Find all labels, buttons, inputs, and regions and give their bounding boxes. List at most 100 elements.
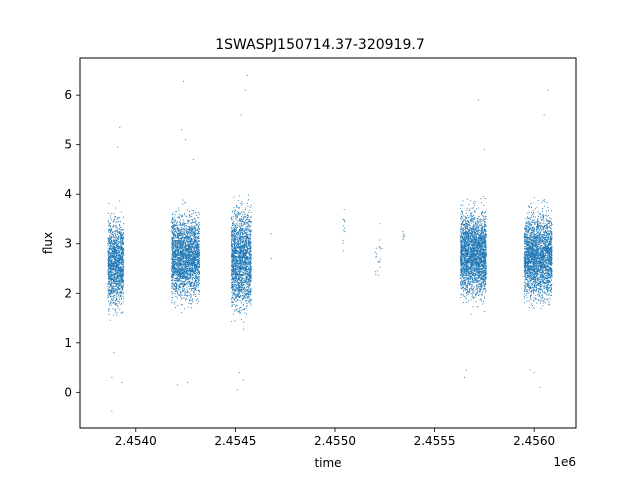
data-point xyxy=(191,229,193,231)
data-point xyxy=(123,249,125,251)
data-point xyxy=(179,246,181,248)
data-point xyxy=(184,292,186,294)
data-point xyxy=(121,243,123,245)
data-point xyxy=(186,245,188,247)
data-point xyxy=(187,221,189,223)
data-point xyxy=(194,248,196,251)
data-point xyxy=(121,299,123,301)
data-point xyxy=(172,278,174,281)
data-point xyxy=(114,279,116,281)
data-point xyxy=(174,220,176,222)
chart-title: 1SWASPJ150714.37-320919.7 xyxy=(215,37,424,53)
data-point xyxy=(195,283,198,285)
data-point xyxy=(198,266,200,268)
data-point xyxy=(108,252,110,254)
data-point xyxy=(187,233,189,235)
data-point xyxy=(185,222,187,224)
data-point xyxy=(109,302,111,304)
data-point xyxy=(177,268,179,270)
data-point xyxy=(107,220,109,222)
data-point xyxy=(112,246,114,248)
data-point xyxy=(109,237,112,239)
data-point xyxy=(118,251,120,253)
data-point xyxy=(183,262,185,264)
data-point xyxy=(187,243,189,245)
data-point xyxy=(108,287,110,289)
data-point xyxy=(116,289,118,291)
data-point xyxy=(118,242,120,244)
data-point xyxy=(117,265,119,267)
data-point xyxy=(231,210,233,212)
data-point xyxy=(190,232,192,234)
data-point xyxy=(109,319,111,321)
data-point xyxy=(183,231,185,233)
data-point xyxy=(191,288,193,290)
data-point xyxy=(191,243,193,245)
data-point xyxy=(248,297,250,299)
data-point xyxy=(112,226,114,228)
data-point xyxy=(113,300,115,302)
data-point xyxy=(171,248,173,250)
data-point xyxy=(112,250,114,252)
data-point xyxy=(109,276,111,278)
data-point xyxy=(122,293,124,295)
data-point xyxy=(177,259,179,261)
data-point xyxy=(112,296,114,298)
data-point xyxy=(113,245,115,247)
data-point xyxy=(245,226,247,228)
data-point xyxy=(175,274,177,276)
data-point xyxy=(120,244,123,246)
data-point xyxy=(174,301,176,303)
data-point xyxy=(118,253,120,255)
data-point xyxy=(183,274,185,276)
data-point xyxy=(244,219,247,221)
data-point xyxy=(184,262,186,264)
data-point xyxy=(113,295,115,297)
data-point xyxy=(109,247,111,249)
data-point xyxy=(187,291,189,293)
data-point xyxy=(232,216,234,218)
data-point xyxy=(109,266,111,268)
data-point xyxy=(186,237,188,239)
data-point xyxy=(184,293,187,295)
data-point xyxy=(184,237,186,239)
data-point xyxy=(111,291,113,293)
data-point xyxy=(182,251,184,253)
data-point xyxy=(113,296,115,298)
data-point xyxy=(191,218,193,221)
data-point xyxy=(178,217,180,219)
data-point xyxy=(197,263,199,265)
data-point xyxy=(234,288,236,290)
data-point xyxy=(111,284,113,286)
data-point xyxy=(175,242,177,244)
data-point xyxy=(243,269,245,271)
data-point xyxy=(119,266,121,268)
data-point xyxy=(114,261,117,263)
data-point xyxy=(172,277,174,279)
data-point xyxy=(179,270,181,272)
data-point xyxy=(231,259,233,261)
data-point xyxy=(122,241,125,243)
data-point xyxy=(120,284,122,286)
data-point xyxy=(182,290,184,292)
data-point xyxy=(239,258,241,261)
data-point xyxy=(194,263,196,265)
data-point xyxy=(109,283,111,285)
data-point xyxy=(110,274,112,276)
data-point xyxy=(119,235,121,237)
data-point xyxy=(173,238,175,240)
data-point xyxy=(181,255,183,257)
data-point xyxy=(187,225,189,228)
data-point xyxy=(198,281,200,283)
data-point xyxy=(116,279,118,281)
data-point xyxy=(190,254,192,256)
data-point xyxy=(116,235,118,237)
data-point xyxy=(236,264,238,266)
data-point xyxy=(108,228,110,231)
data-point xyxy=(185,277,187,279)
data-point xyxy=(191,269,193,271)
data-point xyxy=(176,285,178,287)
data-point xyxy=(177,240,179,242)
data-point xyxy=(181,241,183,243)
data-point xyxy=(108,304,110,306)
